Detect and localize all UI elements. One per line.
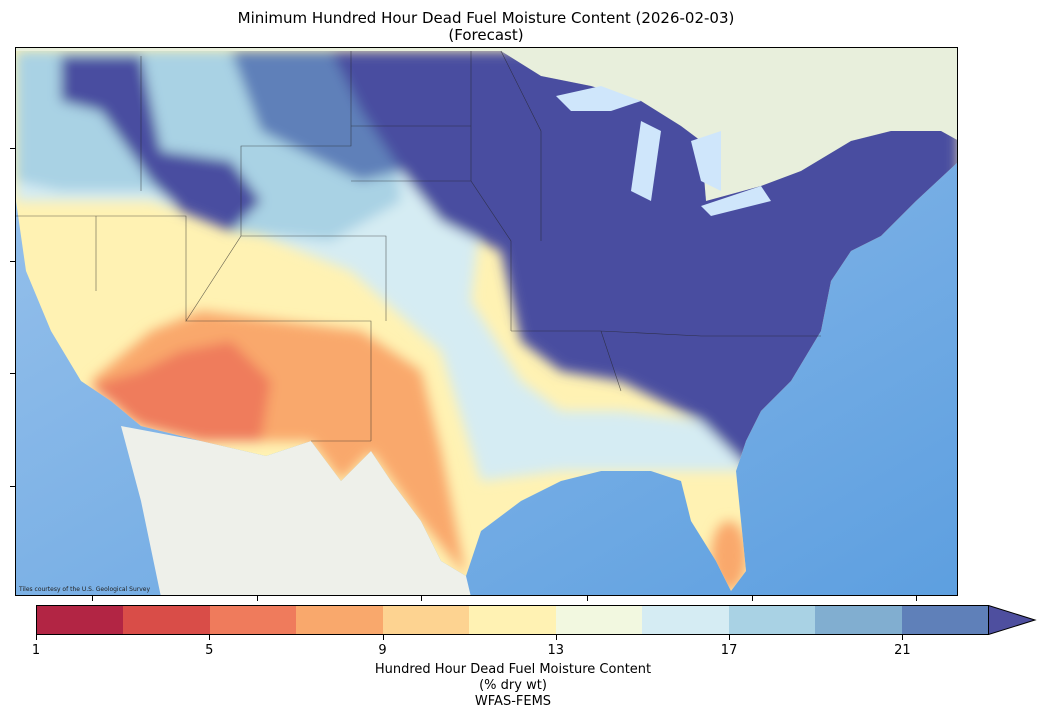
x-tick	[587, 596, 588, 601]
colorbar-bin	[815, 606, 902, 634]
y-tick	[10, 373, 15, 374]
colorbar-tick-label: 13	[547, 643, 565, 658]
colorbar-tick-label: 1	[31, 643, 41, 658]
colorbar-source: WFAS-FEMS	[474, 694, 552, 709]
colorbar-tick	[902, 635, 904, 640]
colorbar	[36, 605, 989, 635]
colorbar-bin	[37, 606, 124, 634]
colorbar-tick-label: 17	[720, 643, 738, 658]
x-tick	[257, 596, 258, 601]
chart-title: Minimum Hundred Hour Dead Fuel Moisture …	[237, 9, 735, 27]
colorbar-tick	[555, 635, 557, 640]
colorbar-bin	[382, 606, 470, 634]
y-tick	[10, 486, 15, 487]
canada-land	[16, 48, 957, 201]
colorbar-tick	[209, 635, 211, 640]
colorbar-bin	[209, 606, 297, 634]
fuel-moisture-layer	[16, 51, 957, 591]
mexico-land	[121, 426, 471, 595]
colorbar-label: Hundred Hour Dead Fuel Moisture Content	[374, 662, 652, 677]
colorbar-bin	[123, 606, 210, 634]
colorbar-bin	[901, 606, 988, 634]
y-tick	[10, 148, 15, 149]
colorbar-tick	[382, 635, 384, 640]
y-tick	[10, 261, 15, 262]
colorbar-extend-arrow	[988, 605, 1037, 635]
great-lakes	[556, 86, 771, 216]
colorbar-bin	[469, 606, 556, 634]
x-tick	[421, 596, 422, 601]
map-panel[interactable]	[15, 47, 958, 596]
colorbar-bin	[555, 606, 643, 634]
colorbar-tick	[729, 635, 731, 640]
x-tick	[92, 596, 93, 601]
chart-subtitle: (Forecast)	[448, 26, 524, 44]
colorbar-tick	[36, 635, 37, 640]
colorbar-bin	[642, 606, 729, 634]
colorbar-bin	[296, 606, 383, 634]
x-tick	[752, 596, 753, 601]
colorbar-tick-label: 21	[894, 643, 911, 658]
state-borders	[16, 50, 821, 442]
x-tick	[916, 596, 917, 601]
colorbar-bin	[728, 606, 816, 634]
colorbar-tick-label: 9	[378, 643, 387, 658]
map-attribution: Tiles courtesy of the U.S. Geological Su…	[19, 586, 151, 593]
colorbar-tick-label: 5	[205, 643, 214, 658]
colorbar-units: (% dry wt)	[479, 678, 547, 693]
map-svg	[16, 48, 957, 595]
